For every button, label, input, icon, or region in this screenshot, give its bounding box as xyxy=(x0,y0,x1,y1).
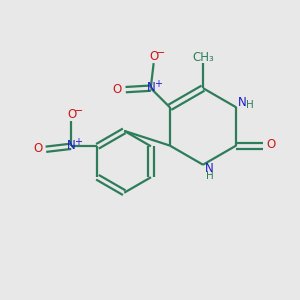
Text: O: O xyxy=(150,50,159,63)
Text: +: + xyxy=(154,79,162,89)
Text: O: O xyxy=(67,108,76,121)
Text: H: H xyxy=(206,171,213,181)
Text: O: O xyxy=(266,139,275,152)
Text: N: N xyxy=(238,96,247,110)
Text: O: O xyxy=(113,82,122,95)
Text: +: + xyxy=(74,137,82,147)
Text: −: − xyxy=(156,48,166,58)
Text: −: − xyxy=(74,106,83,116)
Text: N: N xyxy=(67,139,76,152)
Text: CH₃: CH₃ xyxy=(192,51,214,64)
Text: O: O xyxy=(33,142,42,155)
Text: N: N xyxy=(147,81,156,94)
Text: N: N xyxy=(205,162,214,175)
Text: H: H xyxy=(246,100,254,110)
